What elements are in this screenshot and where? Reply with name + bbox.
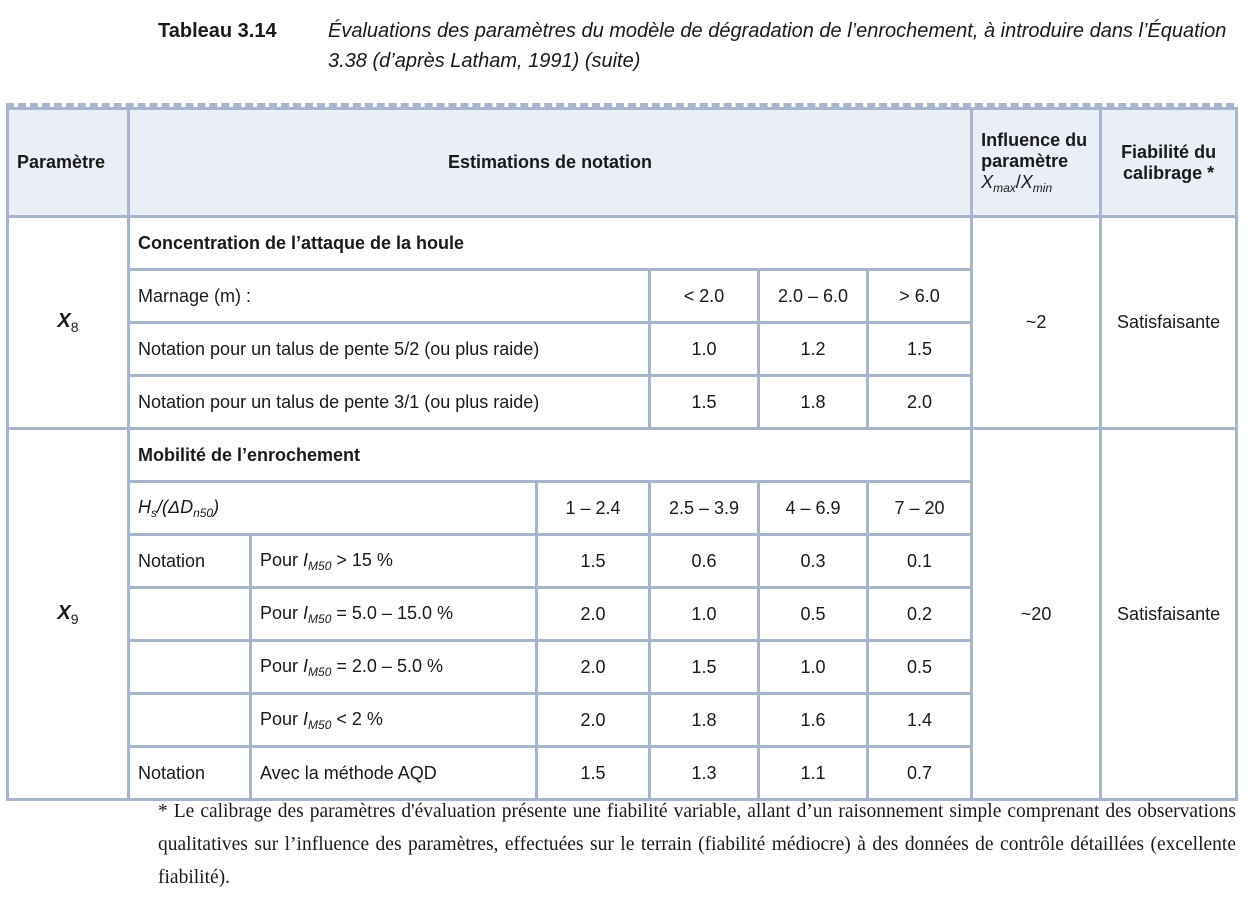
- table-row: Pour IM50 = 2.0 – 5.0 % 2.0 1.5 1.0 0.5: [8, 639, 1237, 695]
- x9-empty-cell: [127, 639, 252, 695]
- x9-section-title: Mobilité de l’enrochement: [126, 427, 974, 483]
- x8-range-cell: 2.0 – 6.0: [757, 268, 869, 324]
- x9-aqd-label: Avec la méthode AQD: [249, 745, 538, 801]
- x9-notation-label: Notation: [127, 533, 252, 589]
- table-row: Pour IM50 < 2 % 2.0 1.8 1.6 1.4: [8, 692, 1237, 748]
- x9-range-cell: 1 – 2.4: [535, 480, 651, 536]
- x9-hs-label: Hs/(ΔDn50): [127, 480, 538, 536]
- x9-notation-label: Notation: [127, 745, 252, 801]
- table-number: Tableau 3.14: [158, 20, 277, 42]
- value-cell: 1.4: [865, 692, 974, 748]
- x9-title-row: X9 Mobilité de l’enrochement ~20 Satisfa…: [6, 427, 1239, 801]
- value-cell: 1.5: [535, 745, 651, 801]
- value-cell: 1.0: [757, 639, 869, 695]
- value-cell: 1.2: [757, 321, 869, 377]
- x8-influence: ~2: [970, 215, 1103, 430]
- value-cell: 1.6: [757, 692, 869, 748]
- value-cell: 2.0: [865, 374, 974, 430]
- value-cell: 0.1: [865, 533, 974, 589]
- table-row: Notation Avec la méthode AQD 1.5 1.3 1.1…: [8, 745, 1237, 801]
- x8-title-row: X8 Concentration de l’attaque de la houl…: [6, 215, 1239, 430]
- value-cell: 1.3: [648, 745, 760, 801]
- value-cell: 0.2: [865, 586, 974, 642]
- table-row: Notation pour un talus de pente 5/2 (ou …: [8, 321, 1237, 377]
- value-cell: 1.0: [648, 321, 760, 377]
- table-row: Hs/(ΔDn50) 1 – 2.4 2.5 – 3.9 4 – 6.9 7 –…: [8, 480, 1237, 536]
- x9-symbol: X9: [6, 427, 130, 801]
- x8-range-cell: > 6.0: [865, 268, 974, 324]
- x9-condition: Pour IM50 = 2.0 – 5.0 %: [249, 639, 538, 695]
- x8-symbol: X8: [6, 215, 130, 430]
- table-row: Notation pour un talus de pente 3/1 (ou …: [8, 374, 1237, 430]
- table-row: Marnage (m) : < 2.0 2.0 – 6.0 > 6.0: [8, 268, 1237, 324]
- header-influence: Influence du paramètre Xmax/Xmin: [970, 107, 1103, 218]
- x9-empty-cell: [127, 586, 252, 642]
- x9-condition: Pour IM50 < 2 %: [249, 692, 538, 748]
- x8-row-label: Notation pour un talus de pente 3/1 (ou …: [127, 374, 651, 430]
- x9-range-cell: 4 – 6.9: [757, 480, 869, 536]
- x8-section-title: Concentration de l’attaque de la houle: [126, 215, 974, 271]
- value-cell: 1.1: [757, 745, 869, 801]
- table-caption: Tableau 3.14 Évaluations des paramètres …: [158, 16, 1243, 76]
- value-cell: 0.5: [865, 639, 974, 695]
- x8-marnage-label: Marnage (m) :: [127, 268, 651, 324]
- footnote: * Le calibrage des paramètres d'évaluati…: [158, 801, 1236, 888]
- x9-empty-cell: [127, 692, 252, 748]
- value-cell: 1.5: [648, 639, 760, 695]
- table-row: Notation Pour IM50 > 15 % 1.5 0.6 0.3 0.…: [8, 533, 1237, 589]
- x9-range-cell: 2.5 – 3.9: [648, 480, 760, 536]
- x9-condition: Pour IM50 > 15 %: [249, 533, 538, 589]
- header-fiabilite: Fiabilité du calibrage *: [1099, 107, 1239, 218]
- header-row: Paramètre Estimations de notation Influe…: [6, 107, 1239, 218]
- rating-table: Paramètre Estimations de notation Influe…: [6, 107, 1239, 801]
- x8-row-label: Notation pour un talus de pente 5/2 (ou …: [127, 321, 651, 377]
- value-cell: 2.0: [535, 692, 651, 748]
- x8-range-cell: < 2.0: [648, 268, 760, 324]
- x9-condition: Pour IM50 = 5.0 – 15.0 %: [249, 586, 538, 642]
- value-cell: 1.8: [757, 374, 869, 430]
- value-cell: 1.5: [535, 533, 651, 589]
- value-cell: 2.0: [535, 586, 651, 642]
- value-cell: 1.8: [648, 692, 760, 748]
- header-estimations: Estimations de notation: [126, 107, 974, 218]
- table-top-border: [6, 103, 1234, 107]
- x9-range-cell: 7 – 20: [865, 480, 974, 536]
- value-cell: 1.0: [648, 586, 760, 642]
- value-cell: 2.0: [535, 639, 651, 695]
- table-title: Évaluations des paramètres du modèle de …: [328, 20, 1227, 72]
- x9-fiabilite: Satisfaisante: [1099, 427, 1239, 801]
- value-cell: 1.5: [865, 321, 974, 377]
- value-cell: 0.6: [648, 533, 760, 589]
- header-parametre: Paramètre: [6, 107, 130, 218]
- value-cell: 0.5: [757, 586, 869, 642]
- x8-fiabilite: Satisfaisante: [1099, 215, 1239, 430]
- value-cell: 0.3: [757, 533, 869, 589]
- x9-influence: ~20: [970, 427, 1103, 801]
- value-cell: 1.5: [648, 374, 760, 430]
- value-cell: 0.7: [865, 745, 974, 801]
- table-row: Pour IM50 = 5.0 – 15.0 % 2.0 1.0 0.5 0.2: [8, 586, 1237, 642]
